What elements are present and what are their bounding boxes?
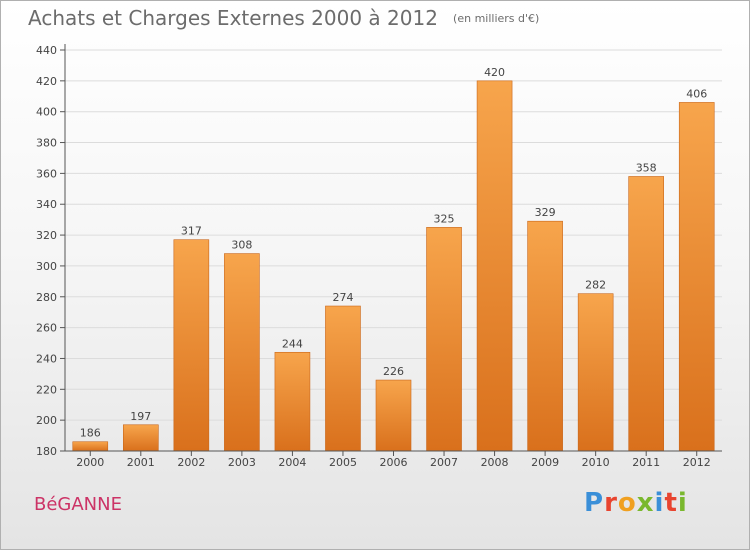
bar-2004	[274, 351, 311, 452]
y-tick-label: 220	[36, 383, 57, 396]
y-tick-label: 300	[36, 260, 57, 273]
y-tick-label: 200	[36, 414, 57, 427]
x-tick-label: 2001	[127, 456, 155, 469]
data-label: 244	[282, 337, 303, 350]
data-labels: 186 197 317 308 244 274 226 325 420 329 282 358 406	[80, 66, 707, 440]
x-tick-label: 2000	[76, 456, 104, 469]
bar-2001	[123, 424, 159, 452]
bar-2011	[628, 176, 664, 452]
title-row: Achats et Charges Externes 2000 à 2012 (…	[28, 6, 539, 30]
y-tick-label: 260	[36, 322, 57, 335]
data-label: 325	[434, 212, 455, 225]
data-label: 197	[130, 410, 151, 423]
data-label: 358	[636, 161, 657, 174]
y-tick-label: 340	[36, 198, 57, 211]
logo-letter: o	[617, 488, 637, 518]
x-tick-label: 2010	[582, 456, 610, 469]
y-tick-label: 180	[36, 445, 57, 458]
bars	[72, 80, 715, 452]
data-label: 274	[332, 291, 353, 304]
y-tick-label: 240	[36, 352, 57, 365]
logo-letter: t	[664, 488, 678, 518]
data-label: 317	[181, 225, 202, 238]
y-tick-label: 360	[36, 167, 57, 180]
y-tick-label: 380	[36, 137, 57, 150]
y-tick-label: 280	[36, 291, 57, 304]
logo-letter: i	[654, 488, 665, 518]
y-tick-label: 400	[36, 106, 57, 119]
data-label: 308	[231, 239, 252, 252]
x-tick-label: 2003	[228, 456, 256, 469]
x-tick-label: 2002	[177, 456, 205, 469]
bar-2009	[527, 220, 563, 452]
bar-2006	[375, 379, 412, 452]
data-label: 420	[484, 66, 505, 79]
x-tick-label: 2012	[683, 456, 711, 469]
x-tick-label: 2006	[380, 456, 408, 469]
commune-name: BéGANNE	[34, 494, 122, 515]
bar-2003	[224, 253, 260, 452]
x-tick-label: 2007	[430, 456, 458, 469]
axes: 180 200 220 240 260 280 300 320 340 360 380 400 420 4…	[36, 44, 722, 469]
logo-letter: P	[584, 488, 605, 518]
x-tick-label: 2011	[632, 456, 660, 469]
bar-2000	[72, 441, 109, 452]
chart-subtitle: (en milliers d'€)	[453, 12, 540, 25]
bar-2005	[325, 305, 361, 452]
logo-letter: i	[677, 488, 688, 518]
data-label: 329	[535, 206, 556, 219]
proxiti-logo: Proxiti	[584, 488, 688, 518]
data-label: 282	[585, 279, 606, 292]
logo-letter: x	[636, 488, 655, 518]
logo-letter: r	[604, 488, 618, 518]
y-tick-label: 420	[36, 75, 57, 88]
bar-2010	[577, 293, 614, 452]
bar-2008	[476, 80, 513, 452]
data-label: 406	[686, 87, 707, 100]
bar-2002	[173, 239, 210, 452]
x-tick-label: 2008	[481, 456, 509, 469]
x-tick-label: 2005	[329, 456, 357, 469]
x-tick-label: 2009	[531, 456, 559, 469]
y-tick-label: 440	[36, 44, 57, 57]
bar-2007	[426, 227, 462, 452]
chart-title: Achats et Charges Externes 2000 à 2012	[28, 6, 438, 30]
x-tick-label: 2004	[278, 456, 306, 469]
data-label: 186	[80, 427, 101, 440]
bar-2012	[678, 102, 715, 452]
data-label: 226	[383, 365, 404, 378]
y-tick-label: 320	[36, 229, 57, 242]
